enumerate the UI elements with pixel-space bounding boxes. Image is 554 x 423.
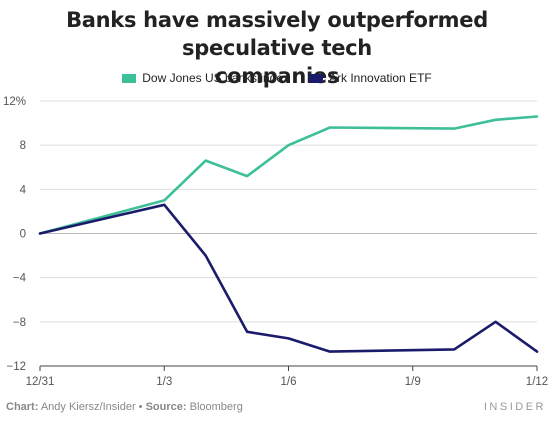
x-tick-label: 1/3	[156, 376, 172, 388]
y-tick-label: −4	[13, 273, 27, 285]
y-tick-label: 0	[20, 229, 26, 241]
series-line-banks	[38, 115, 539, 235]
legend-swatch-banks	[122, 73, 137, 83]
chart-legend: Dow Jones US banks index Ark Innovation …	[0, 71, 554, 85]
legend-item-banks: Dow Jones US banks index	[122, 71, 289, 85]
y-tick-label: −8	[13, 317, 26, 329]
footer-bullet: •	[138, 401, 143, 413]
legend-item-ark: Ark Innovation ETF	[309, 71, 432, 85]
y-tick-label: −12	[6, 361, 26, 373]
x-tick-label: 1/12	[526, 376, 548, 388]
legend-label-banks: Dow Jones US banks index	[142, 71, 290, 85]
y-tick-label: 4	[20, 184, 27, 196]
footer-source-label: Source:	[145, 401, 187, 413]
footer-chart-credit: Andy Kiersz/Insider	[40, 401, 136, 413]
chart-title: Banks have massively outperformed specul…	[0, 6, 554, 90]
chart-footer: Chart: Andy Kiersz/Insider • Source: Blo…	[6, 401, 243, 413]
legend-label-ark: Ark Innovation ETF	[329, 71, 432, 85]
insider-logo: INSIDER	[483, 401, 546, 413]
series-line-ark	[38, 203, 539, 353]
footer-chart-label: Chart:	[6, 401, 39, 413]
x-tick-label: 1/6	[281, 376, 297, 388]
y-tick-label: 8	[20, 140, 26, 152]
x-tick-label: 1/9	[405, 376, 421, 388]
x-tick-label: 12/31	[26, 376, 55, 388]
footer-source-credit: Bloomberg	[189, 401, 243, 413]
legend-swatch-ark	[309, 73, 324, 83]
y-tick-label: 12%	[3, 96, 26, 108]
chart-title-line-1: Banks have massively outperformed specul…	[66, 8, 488, 60]
